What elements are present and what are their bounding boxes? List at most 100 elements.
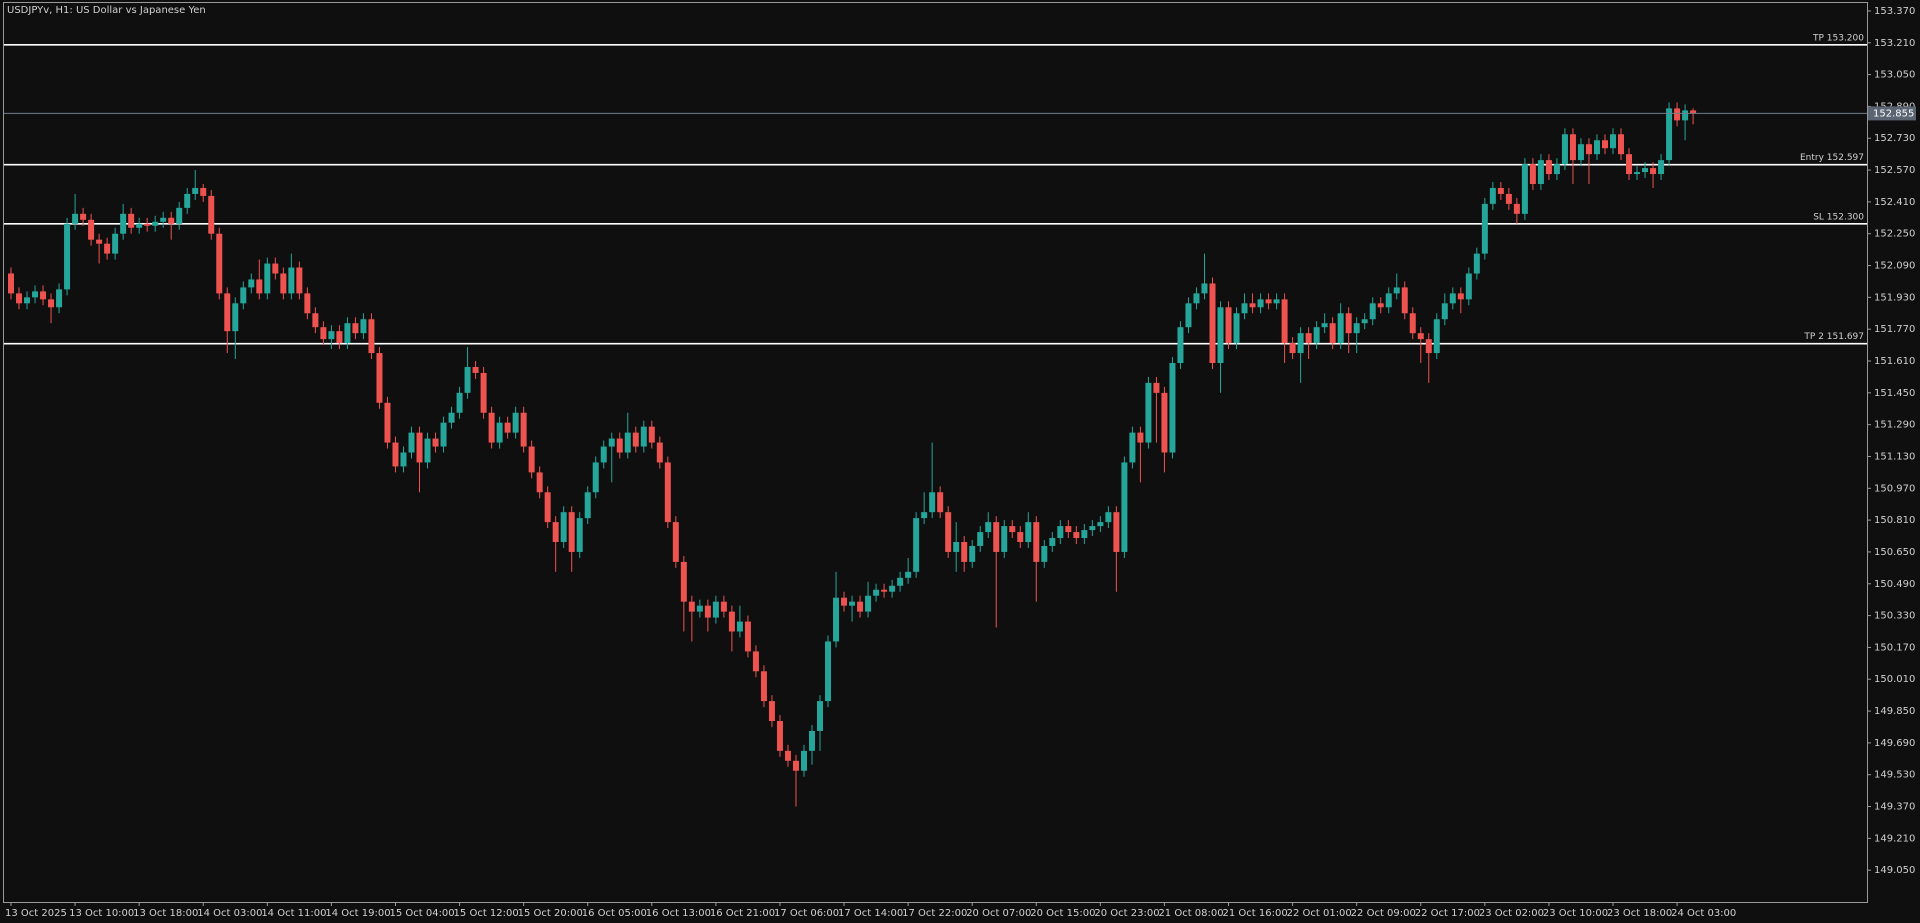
candle-body <box>80 213 87 220</box>
candle-body <box>1105 512 1112 523</box>
candle-body <box>304 293 311 314</box>
candle-body <box>296 267 303 294</box>
candle-body <box>1169 362 1176 453</box>
candle-body <box>985 522 992 533</box>
candle-body <box>416 432 423 463</box>
candle-body <box>328 331 335 340</box>
candle-body <box>1049 538 1056 546</box>
candle-body <box>1337 313 1344 344</box>
candle-body <box>1345 313 1352 334</box>
candle-body <box>16 293 23 304</box>
candle-body <box>1585 144 1592 155</box>
candle-body <box>1353 323 1360 334</box>
candle-body <box>248 279 255 288</box>
candle-body <box>480 372 487 413</box>
y-tick-label: 150.490 <box>1874 579 1915 590</box>
candle-body <box>1369 303 1376 320</box>
candle-body <box>432 438 439 447</box>
candle-body <box>1666 108 1673 161</box>
candle-body <box>1257 299 1264 308</box>
candle-body <box>512 412 519 433</box>
y-tick-label: 149.530 <box>1874 770 1915 781</box>
candle-body <box>336 331 343 344</box>
y-tick-label: 149.850 <box>1874 706 1915 717</box>
candle-body <box>1529 164 1536 184</box>
candle-body <box>744 621 751 652</box>
candle-body <box>921 512 928 519</box>
candle-body <box>1201 283 1208 294</box>
y-tick-label: 151.130 <box>1874 451 1915 462</box>
x-tick-label: 23 Oct 18:00 <box>1607 908 1672 919</box>
candle-body <box>656 442 663 463</box>
candle-body <box>1601 140 1608 149</box>
y-tick-label: 152.090 <box>1874 261 1915 272</box>
x-tick-label: 16 Oct 05:00 <box>582 908 647 919</box>
candle-body <box>1505 193 1512 204</box>
candle-body <box>1313 327 1320 344</box>
candle-body <box>1569 134 1576 161</box>
candle-body <box>1393 287 1400 294</box>
x-tick-label: 21 Oct 16:00 <box>1223 908 1288 919</box>
candle-body <box>1017 532 1024 543</box>
candle-body <box>1057 526 1064 539</box>
candle-body <box>648 426 655 443</box>
candle-body <box>1209 283 1216 363</box>
candle-body <box>448 412 455 423</box>
candle-body <box>833 597 840 642</box>
x-tick-label: 23 Oct 10:00 <box>1543 908 1608 919</box>
candle-body <box>720 601 727 612</box>
candle-body <box>865 595 872 612</box>
candle-body <box>464 366 471 393</box>
candle-body <box>937 492 944 513</box>
candle-body <box>680 561 687 602</box>
candle-body <box>688 601 695 612</box>
candle-body <box>1305 333 1312 344</box>
candle-body <box>873 589 880 596</box>
candle-body <box>144 223 151 226</box>
candle-body <box>969 545 976 562</box>
candle-body <box>1618 134 1625 155</box>
candle-body <box>168 217 175 224</box>
candle-body <box>8 273 14 294</box>
candle-body <box>152 221 159 226</box>
x-tick-label: 22 Oct 01:00 <box>1287 908 1352 919</box>
candle-body <box>953 542 960 552</box>
candle-body <box>1225 307 1232 344</box>
candle-body <box>224 293 231 332</box>
candle-body <box>1650 168 1657 175</box>
candle-body <box>496 422 503 443</box>
candle-body <box>56 289 63 308</box>
candle-body <box>776 721 783 751</box>
y-tick-label: 152.410 <box>1874 197 1915 208</box>
candle-body <box>1177 327 1184 363</box>
plot-frame <box>3 2 1868 903</box>
candle-body <box>384 402 391 443</box>
candle-body <box>232 303 239 332</box>
candle-body <box>288 267 295 294</box>
candle-body <box>320 327 327 340</box>
candle-body <box>897 577 904 586</box>
level-label: Entry 152.597 <box>1800 153 1864 163</box>
y-tick-label: 153.050 <box>1874 70 1915 81</box>
candle-body <box>857 601 864 612</box>
candle-body <box>1521 164 1528 214</box>
candle-body <box>1433 319 1440 354</box>
candle-body <box>1281 299 1288 344</box>
candle-body <box>24 297 31 304</box>
candle-body <box>632 432 639 447</box>
y-tick-label: 149.050 <box>1874 865 1915 876</box>
candle-body <box>945 512 952 552</box>
y-tick-label: 151.770 <box>1874 324 1915 335</box>
y-tick-label: 153.370 <box>1874 6 1915 17</box>
candle-body <box>1634 172 1641 175</box>
y-tick-label: 149.690 <box>1874 738 1915 749</box>
candle-body <box>1658 160 1665 175</box>
x-tick-label: 15 Oct 04:00 <box>389 908 454 919</box>
candle-body <box>472 366 479 373</box>
current-price-label: 152.855 <box>1873 108 1914 119</box>
candle-body <box>1241 303 1248 314</box>
candle-body <box>728 611 735 632</box>
candle-body <box>1457 293 1464 300</box>
candle-body <box>929 492 936 513</box>
candle-body <box>1089 526 1096 531</box>
